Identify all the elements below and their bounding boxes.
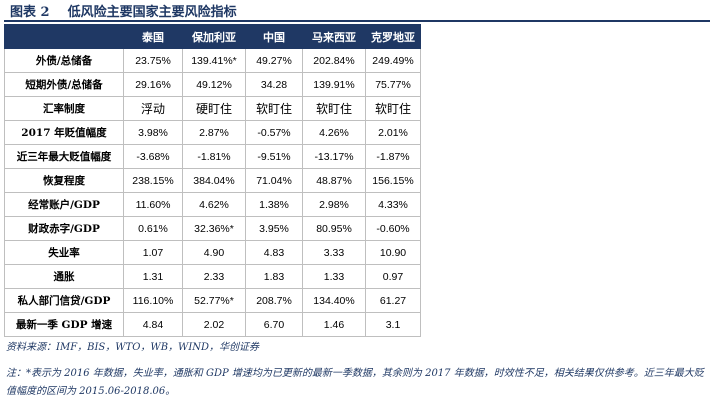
row-label: 最新一季 GDP 增速 — [4, 312, 124, 337]
table-cell: 75.77% — [365, 72, 421, 97]
row-label: 汇率制度 — [4, 96, 124, 121]
figure-title-text: 低风险主要国家主要风险指标 — [67, 4, 237, 20]
table-cell: 1.46 — [302, 312, 366, 337]
table-cell: 6.70 — [245, 312, 303, 337]
row-label: 短期外债/总储备 — [4, 72, 124, 97]
table-cell: 134.40% — [302, 288, 366, 313]
table-row: 财政赤字/GDP 0.61% 32.36%* 3.95% 80.95% -0.60% — [4, 216, 421, 241]
table-cell: 80.95% — [302, 216, 366, 241]
table-cell: 浮动 — [123, 96, 183, 121]
table-cell: 61.27 — [365, 288, 421, 313]
table-cell: 49.12% — [182, 72, 246, 97]
header-china: 中国 — [245, 24, 303, 49]
table-cell: 2.98% — [302, 192, 366, 217]
table-cell: -0.60% — [365, 216, 421, 241]
table-cell: 0.61% — [123, 216, 183, 241]
row-label: 恢复程度 — [4, 168, 124, 193]
table-row: 私人部门信贷/GDP 116.10% 52.77%* 208.7% 134.40% 61.… — [4, 288, 421, 313]
table-cell: -9.51% — [245, 144, 303, 169]
table-cell: -3.68% — [123, 144, 183, 169]
figure-title: 图表 2 低风险主要国家主要风险指标 — [4, 0, 710, 22]
table-cell: -1.87% — [365, 144, 421, 169]
table-cell: -0.57% — [245, 120, 303, 145]
table-cell: 48.87% — [302, 168, 366, 193]
table-cell: 0.97 — [365, 264, 421, 289]
table-cell: 3.95% — [245, 216, 303, 241]
table-row: 2017 年贬值幅度 3.98% 2.87% -0.57% 4.26% 2.01% — [4, 120, 421, 145]
table-cell: -1.81% — [182, 144, 246, 169]
header-corner — [4, 24, 124, 49]
table-cell: 2.02 — [182, 312, 246, 337]
table-cell: 4.62% — [182, 192, 246, 217]
table-cell: 4.26% — [302, 120, 366, 145]
row-label: 经常账户/GDP — [4, 192, 124, 217]
table-cell: 202.84% — [302, 48, 366, 73]
table-cell: 32.36%* — [182, 216, 246, 241]
table-cell: 1.33 — [302, 264, 366, 289]
header-bulgaria: 保加利亚 — [182, 24, 246, 49]
table-row: 汇率制度 浮动 硬盯住 软盯住 软盯住 软盯住 — [4, 96, 421, 121]
table-row: 最新一季 GDP 增速 4.84 2.02 6.70 1.46 3.1 — [4, 312, 421, 337]
row-label: 财政赤字/GDP — [4, 216, 124, 241]
table-cell: 4.90 — [182, 240, 246, 265]
table-cell: 49.27% — [245, 48, 303, 73]
table-cell: 139.41%* — [182, 48, 246, 73]
table-cell: 3.98% — [123, 120, 183, 145]
table-cell: 10.90 — [365, 240, 421, 265]
table-cell: 4.83 — [245, 240, 303, 265]
table-cell: 4.84 — [123, 312, 183, 337]
table-cell: 384.04% — [182, 168, 246, 193]
table-row: 经常账户/GDP 11.60% 4.62% 1.38% 2.98% 4.33% — [4, 192, 421, 217]
footnote: 注：*表示为 2016 年数据，失业率，通胀和 GDP 增速均为已更新的最新一季… — [6, 368, 704, 397]
table-cell: 116.10% — [123, 288, 183, 313]
table-row: 短期外债/总储备 29.16% 49.12% 34.28 139.91% 75.77% — [4, 72, 421, 97]
table-cell: 1.83 — [245, 264, 303, 289]
table-row: 近三年最大贬值幅度 -3.68% -1.81% -9.51% -13.17% -1.87% — [4, 144, 421, 169]
table-row: 失业率 1.07 4.90 4.83 3.33 10.90 — [4, 240, 421, 265]
table-cell: 硬盯住 — [182, 96, 246, 121]
table-cell: 2.87% — [182, 120, 246, 145]
header-thailand: 泰国 — [123, 24, 183, 49]
table-cell: 4.33% — [365, 192, 421, 217]
table-cell: 1.31 — [123, 264, 183, 289]
table-cell: 软盯住 — [245, 96, 303, 121]
row-label: 私人部门信贷/GDP — [4, 288, 124, 313]
row-label: 通胀 — [4, 264, 124, 289]
table-cell: 29.16% — [123, 72, 183, 97]
table-cell: 156.15% — [365, 168, 421, 193]
row-label: 近三年最大贬值幅度 — [4, 144, 124, 169]
table-row: 外债/总储备 23.75% 139.41%* 49.27% 202.84% 249.49% — [4, 48, 421, 73]
header-croatia: 克罗地亚 — [365, 24, 421, 49]
table-cell: 2.01% — [365, 120, 421, 145]
table-cell: 139.91% — [302, 72, 366, 97]
figure-label: 图表 2 — [10, 4, 50, 20]
table-cell: 34.28 — [245, 72, 303, 97]
table-cell: 238.15% — [123, 168, 183, 193]
table-row: 通胀 1.31 2.33 1.83 1.33 0.97 — [4, 264, 421, 289]
header-malaysia: 马来西亚 — [302, 24, 366, 49]
table-cell: 52.77%* — [182, 288, 246, 313]
risk-indicator-table: 泰国 保加利亚 中国 马来西亚 克罗地亚 外债/总储备 23.75% 139.41%… — [4, 24, 421, 337]
table-cell: 208.7% — [245, 288, 303, 313]
table-cell: 11.60% — [123, 192, 183, 217]
table-cell: 3.33 — [302, 240, 366, 265]
table-cell: 23.75% — [123, 48, 183, 73]
table-row: 恢复程度 238.15% 384.04% 71.04% 48.87% 156.15% — [4, 168, 421, 193]
table-cell: 软盯住 — [365, 96, 421, 121]
table-cell: 71.04% — [245, 168, 303, 193]
table-cell: 2.33 — [182, 264, 246, 289]
row-label: 失业率 — [4, 240, 124, 265]
table-cell: 3.1 — [365, 312, 421, 337]
table-cell: 软盯住 — [302, 96, 366, 121]
row-label: 外债/总储备 — [4, 48, 124, 73]
row-label: 2017 年贬值幅度 — [4, 120, 124, 145]
table-cell: 1.38% — [245, 192, 303, 217]
table-cell: -13.17% — [302, 144, 366, 169]
table-cell: 1.07 — [123, 240, 183, 265]
data-source: 资料来源：IMF，BIS，WTO，WB，WIND，华创证券 — [6, 342, 260, 353]
table-header-row: 泰国 保加利亚 中国 马来西亚 克罗地亚 — [4, 24, 421, 49]
table-cell: 249.49% — [365, 48, 421, 73]
